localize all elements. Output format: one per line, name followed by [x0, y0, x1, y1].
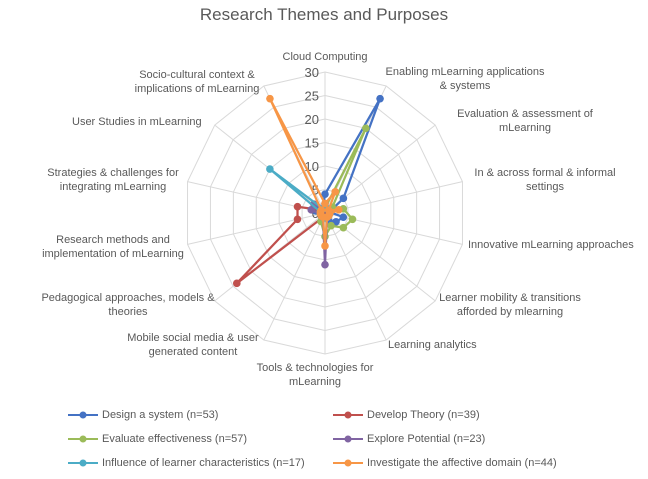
data-point: [266, 165, 274, 173]
data-point: [266, 94, 274, 103]
legend-item: Investigate the affective domain (n=44): [333, 456, 557, 470]
tick-label: 25: [305, 89, 319, 104]
data-point: [307, 206, 316, 214]
data-point: [376, 94, 384, 103]
tick-label: 5: [312, 183, 319, 198]
legend-item: Develop Theory (n=39): [333, 408, 480, 422]
category-label: Enabling mLearning applications & system…: [385, 66, 545, 92]
grid-spoke: [324, 181, 463, 214]
legend-item: Influence of learner characteristics (n=…: [68, 456, 305, 470]
category-label: User Studies in mLearning: [72, 116, 202, 128]
tick-label: 20: [305, 112, 319, 127]
grid-spoke: [324, 212, 387, 341]
data-point: [293, 215, 302, 224]
legend-marker: [333, 459, 363, 467]
data-point: [339, 223, 348, 232]
data-point: [293, 202, 302, 211]
legend-item: Evaluate effectiveness (n=57): [68, 432, 247, 446]
grid-spoke: [263, 212, 326, 341]
tick-label: 15: [305, 136, 319, 151]
category-label: Evaluation & assessment of mLearning: [457, 108, 593, 134]
legend-marker: [68, 435, 98, 443]
category-label: Innovative mLearning approaches: [468, 239, 634, 251]
legend-marker: [68, 459, 98, 467]
category-label: Learning analytics: [388, 339, 477, 351]
data-point: [327, 221, 335, 230]
category-label: Cloud Computing: [282, 51, 368, 63]
legend-marker: [68, 411, 98, 419]
category-label: Learner mobility & transitions afforded …: [439, 292, 581, 318]
data-point: [317, 206, 326, 214]
chart-title: Research Themes and Purposes: [199, 5, 449, 24]
data-point: [339, 213, 348, 221]
legend-marker: [333, 435, 363, 443]
legend-item: Explore Potential (n=23): [333, 432, 485, 446]
legend-item: Design a system (n=53): [68, 408, 218, 422]
category-label: In & across formal & informal settings: [474, 167, 616, 193]
data-point: [348, 215, 357, 224]
category-label: Mobile social media & user generated con…: [127, 332, 259, 358]
category-label: Pedagogical approaches, models & theorie…: [41, 292, 215, 318]
data-point: [321, 190, 329, 198]
category-label: Socio-cultural context & implications of…: [134, 69, 260, 95]
data-point: [339, 194, 348, 203]
data-point: [361, 124, 370, 133]
data-point: [321, 260, 329, 269]
grid-spoke: [324, 212, 463, 245]
data-point: [321, 242, 329, 250]
category-label: Strategies & challenges for integrating …: [47, 167, 179, 193]
tick-label: 30: [305, 65, 319, 80]
data-point: [321, 199, 329, 208]
data-point: [334, 206, 343, 214]
data-point: [331, 188, 339, 196]
legend-marker: [333, 411, 363, 419]
category-label: Tools & technologies for mLearning: [256, 362, 374, 388]
category-label: Research methods and implementation of m…: [42, 234, 184, 260]
data-point: [233, 279, 241, 288]
grid-spoke: [187, 212, 326, 245]
